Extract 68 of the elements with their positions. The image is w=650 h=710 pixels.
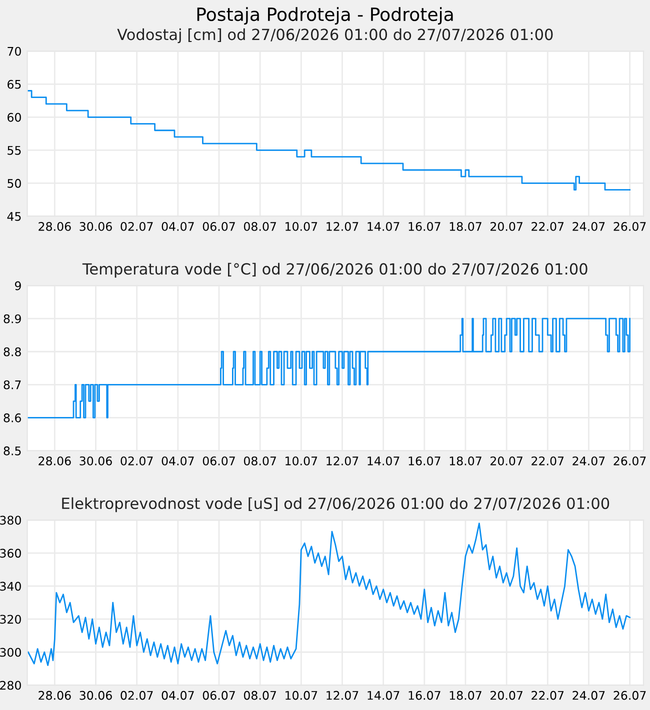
x-tick-label: 20.07 [490, 222, 522, 231]
x-tick-label: 04.07 [162, 222, 194, 231]
x-tick-label: 30.06 [80, 456, 112, 466]
x-tick-label: 26.07 [614, 222, 646, 231]
y-tick-label: 380 [0, 516, 21, 525]
chart-subtitle: Vodostaj [cm] od 27/06/2026 01:00 do 27/07/2026 01:00 [117, 28, 553, 44]
y-tick-label: 8.9 [4, 314, 21, 324]
x-tick-label: 20.07 [490, 456, 522, 466]
x-tick-label: 08.07 [244, 222, 276, 231]
x-tick-label: 12.07 [326, 222, 358, 231]
y-tick-label: 55 [8, 146, 21, 155]
x-tick-label: 10.07 [286, 222, 318, 231]
y-tick-label: 340 [0, 582, 21, 591]
x-tick-label: 12.07 [326, 690, 358, 700]
y-tick-label: 360 [0, 548, 21, 558]
x-tick-label: 08.07 [244, 690, 276, 700]
y-tick-label: 8.6 [4, 413, 21, 422]
y-tick-label: 320 [0, 614, 21, 624]
x-tick-label: 30.06 [80, 222, 112, 231]
x-tick-label: 16.07 [408, 456, 440, 466]
x-tick-label: 06.07 [202, 222, 235, 231]
y-tick-label: 8.8 [4, 347, 21, 356]
x-tick-label: 20.07 [490, 690, 522, 700]
x-tick-label: 18.07 [450, 690, 482, 700]
x-tick-label: 14.07 [368, 222, 400, 231]
chart-subtitle: Temperatura vode [°C] od 27/06/2026 01:00 do 27/07/2026 01:00 [82, 262, 588, 278]
y-tick-label: 8.7 [4, 380, 21, 390]
y-tick-label: 8.5 [4, 446, 21, 456]
x-tick-label: 28.06 [38, 456, 71, 466]
x-tick-label: 30.06 [80, 690, 112, 700]
y-tick-label: 60 [8, 112, 21, 122]
x-tick-label: 18.07 [450, 456, 482, 466]
x-tick-label: 06.07 [202, 456, 235, 466]
x-tick-label: 02.07 [120, 690, 153, 700]
y-tick-label: 50 [8, 178, 21, 188]
chart-subtitle: Elektroprevodnost vode [uS] od 27/06/2026 01:00 do 27/07/2026 01:00 [62, 497, 610, 512]
x-tick-label: 22.07 [532, 456, 564, 466]
x-tick-label: 18.07 [450, 222, 482, 231]
x-tick-label: 28.06 [38, 690, 71, 700]
x-tick-label: 10.07 [286, 456, 318, 466]
x-tick-label: 02.07 [120, 222, 153, 231]
line-series [27, 522, 630, 666]
x-tick-label: 24.07 [572, 690, 605, 700]
x-tick-label: 22.07 [532, 222, 564, 231]
y-tick-label: 45 [7, 212, 21, 221]
y-tick-label: 70 [8, 46, 21, 56]
x-tick-label: 22.07 [532, 690, 564, 700]
x-tick-label: 24.07 [572, 456, 605, 466]
x-tick-label: 02.07 [120, 456, 153, 466]
x-tick-label: 24.07 [572, 222, 605, 231]
x-tick-label: 12.07 [326, 456, 358, 466]
y-tick-label: 9 [14, 281, 21, 290]
x-tick-label: 14.07 [368, 456, 400, 466]
y-tick-label: 280 [0, 680, 21, 690]
x-tick-label: 26.07 [614, 456, 646, 466]
x-tick-label: 04.07 [162, 456, 194, 466]
x-tick-label: 06.07 [202, 690, 235, 700]
x-tick-label: 26.07 [614, 690, 646, 700]
x-tick-label: 14.07 [368, 690, 400, 700]
y-tick-label: 300 [0, 648, 21, 657]
x-tick-label: 16.07 [408, 690, 440, 700]
chart-title: Postaja Podroteja - Podroteja [197, 7, 453, 25]
x-tick-label: 04.07 [162, 690, 194, 700]
x-tick-label: 10.07 [286, 690, 318, 700]
x-tick-label: 28.06 [38, 222, 71, 231]
x-tick-label: 08.07 [244, 456, 276, 466]
x-tick-label: 16.07 [408, 222, 440, 231]
y-tick-label: 65 [8, 80, 21, 89]
